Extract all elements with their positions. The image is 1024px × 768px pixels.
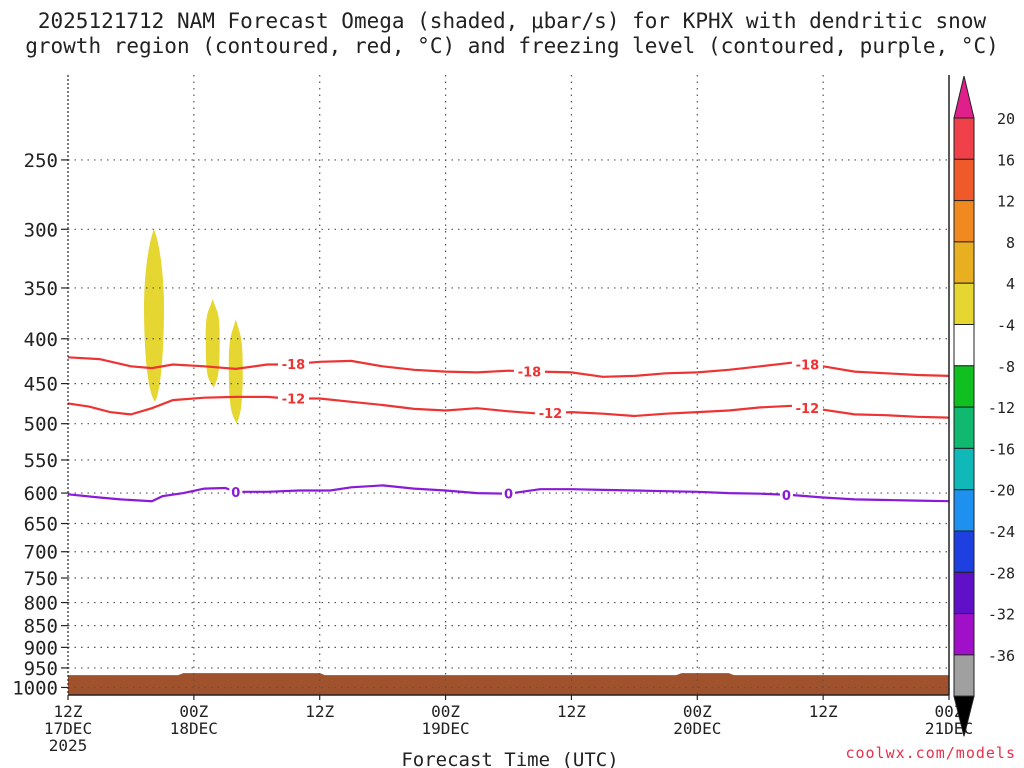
- colorbar-label: -12: [988, 399, 1015, 417]
- x-tick-label: 00Z: [683, 702, 712, 721]
- contour-label: 0: [782, 489, 791, 504]
- x-axis-label: Forecast Time (UTC): [401, 749, 618, 768]
- y-tick-label: 950: [24, 658, 58, 680]
- colorbar-label: 4: [1006, 275, 1015, 293]
- colorbar-label: 8: [1006, 234, 1015, 252]
- contour-label: 0: [504, 488, 513, 503]
- y-tick-label: 500: [24, 414, 58, 436]
- colorbar-label: -36: [988, 647, 1015, 665]
- x-tick-label: 17DEC: [44, 719, 92, 738]
- credit-text: coolwx.com/models: [845, 744, 1016, 762]
- x-tick-label: 20DEC: [673, 719, 721, 738]
- x-tick-label: 12Z: [809, 702, 838, 721]
- chart-title-line1: 2025121712 NAM Forecast Omega (shaded, μ…: [37, 9, 987, 33]
- y-tick-label: 350: [24, 278, 58, 300]
- colorbar-segment: [953, 324, 975, 367]
- y-tick-label: 400: [24, 329, 58, 351]
- y-tick-label: 650: [24, 514, 58, 536]
- colorbar-label: 12: [997, 193, 1015, 211]
- contour-label: -18: [518, 365, 542, 380]
- colorbar-segment: [953, 365, 975, 408]
- x-tick-label: 12Z: [557, 702, 586, 721]
- y-tick-label: 750: [24, 568, 58, 590]
- contour-label-background: [513, 364, 545, 379]
- contour-label-background: [229, 484, 243, 499]
- x-tick-label: 18DEC: [170, 719, 218, 738]
- y-tick-label: 450: [24, 374, 58, 396]
- omega-shading-blob: [228, 319, 243, 424]
- ground-terrain: [68, 673, 949, 695]
- contour-label: 0: [231, 486, 240, 501]
- isotherm-line: [67, 395, 950, 419]
- colorbar-label: -8: [997, 358, 1015, 376]
- contour-label-background: [791, 357, 823, 372]
- colorbar-label: -28: [988, 564, 1015, 582]
- y-tick-label: 700: [24, 542, 58, 564]
- colorbar-label: -20: [988, 482, 1015, 500]
- y-tick-label: 900: [24, 637, 58, 659]
- y-tick-label: 300: [24, 219, 58, 241]
- contour-label-background: [277, 391, 309, 406]
- colorbar-label: -16: [988, 440, 1015, 458]
- colorbar-label: -32: [988, 606, 1015, 624]
- colorbar-segment: [953, 447, 975, 491]
- chart-title-line2: growth region (contoured, red, °C) and f…: [25, 34, 999, 58]
- colorbar-segment: [953, 158, 975, 202]
- colorbar-bottom-arrow: [953, 695, 975, 737]
- contour-label: -18: [282, 358, 306, 373]
- y-tick-label: 550: [24, 450, 58, 472]
- contour-label-background: [502, 486, 515, 501]
- contour-label: -12: [282, 393, 306, 408]
- y-tick-label: 1000: [12, 677, 58, 699]
- colorbar-top-arrow: [953, 75, 975, 119]
- contour-label: -18: [796, 359, 820, 374]
- colorbar-segment: [953, 200, 975, 243]
- colorbar-segment: [953, 489, 975, 532]
- colorbar-segment: [953, 571, 975, 615]
- colorbar-segment: [953, 282, 975, 326]
- colorbar-segment: [953, 406, 975, 449]
- contour-label-background: [534, 406, 566, 421]
- colorbar-label: -4: [997, 317, 1015, 335]
- y-tick-label: 600: [24, 483, 58, 505]
- contour-label: -12: [539, 407, 563, 422]
- y-tick-label: 850: [24, 616, 58, 638]
- colorbar-segment: [953, 654, 975, 697]
- x-tick-label: 19DEC: [421, 719, 469, 738]
- omega-shading-blob: [144, 229, 165, 402]
- x-tick-label: 12Z: [305, 702, 334, 721]
- colorbar-segment: [953, 117, 975, 160]
- x-tick-label: 00Z: [431, 702, 460, 721]
- contour-label-background: [791, 400, 823, 415]
- colorbar-segment: [953, 530, 975, 573]
- contour-label: -12: [796, 402, 820, 417]
- colorbar-segment: [953, 613, 975, 656]
- y-tick-label: 800: [24, 593, 58, 615]
- colorbar-segment: [953, 241, 975, 284]
- y-tick-label: 250: [24, 150, 58, 172]
- omega-shading-blob: [205, 298, 220, 388]
- colorbar-label: 16: [997, 151, 1015, 169]
- colorbar-label: 20: [997, 110, 1015, 128]
- colorbar-label: -24: [988, 523, 1015, 541]
- contour-label-background: [277, 357, 309, 372]
- x-tick-label: 2025: [49, 736, 88, 755]
- x-tick-label: 12Z: [54, 702, 83, 721]
- contour-label-background: [779, 487, 793, 502]
- x-tick-label: 00Z: [179, 702, 208, 721]
